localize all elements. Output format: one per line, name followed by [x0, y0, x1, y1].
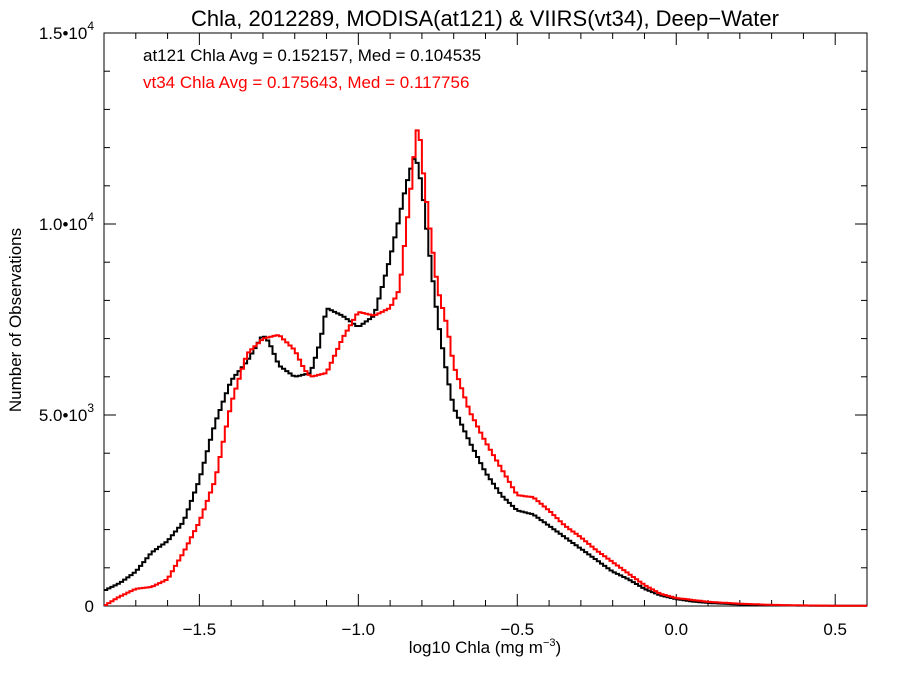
x-tick-label: −0.5	[501, 620, 535, 639]
series-line-0	[104, 158, 867, 607]
axis-ticks	[103, 32, 868, 607]
y-tick-label: 1.0•104	[39, 210, 95, 234]
annotation-1: vt34 Chla Avg = 0.175643, Med = 0.117756	[143, 73, 469, 92]
y-tick-label: 5.0•103	[39, 401, 95, 425]
annotations: at121 Chla Avg = 0.152157, Med = 0.10453…	[143, 46, 481, 92]
series-line-1	[104, 129, 867, 607]
y-tick-label: 0	[85, 597, 94, 616]
x-axis-label: log10 Chla (mg m−3)	[409, 637, 561, 657]
chart-title: Chla, 2012289, MODISA(at121) & VIIRS(vt3…	[191, 6, 779, 31]
x-tick-label: −1.5	[183, 620, 217, 639]
x-tick-label: 0.0	[664, 620, 688, 639]
y-axis-label: Number of Observations	[6, 228, 25, 412]
x-tick-label: −1.0	[342, 620, 376, 639]
annotation-0: at121 Chla Avg = 0.152157, Med = 0.10453…	[143, 46, 481, 65]
x-tick-labels: −1.5 −1.0 −0.5 0.0 0.5	[183, 620, 847, 639]
series-layer	[104, 129, 867, 607]
plot-frame	[103, 32, 868, 607]
x-tick-label: 0.5	[823, 620, 847, 639]
y-tick-label: 1.5•104	[39, 19, 95, 43]
y-tick-labels: 0 5.0•103 1.0•104 1.5•104	[39, 19, 95, 616]
